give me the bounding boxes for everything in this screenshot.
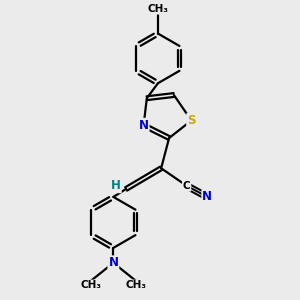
- Text: CH₃: CH₃: [81, 280, 102, 290]
- Text: N: N: [139, 119, 148, 132]
- Text: CH₃: CH₃: [125, 280, 146, 290]
- Text: S: S: [187, 114, 196, 127]
- Text: CH₃: CH₃: [148, 4, 169, 14]
- Text: N: N: [108, 256, 118, 269]
- Text: C: C: [183, 181, 190, 191]
- Text: H: H: [111, 179, 121, 192]
- Text: N: N: [202, 190, 212, 203]
